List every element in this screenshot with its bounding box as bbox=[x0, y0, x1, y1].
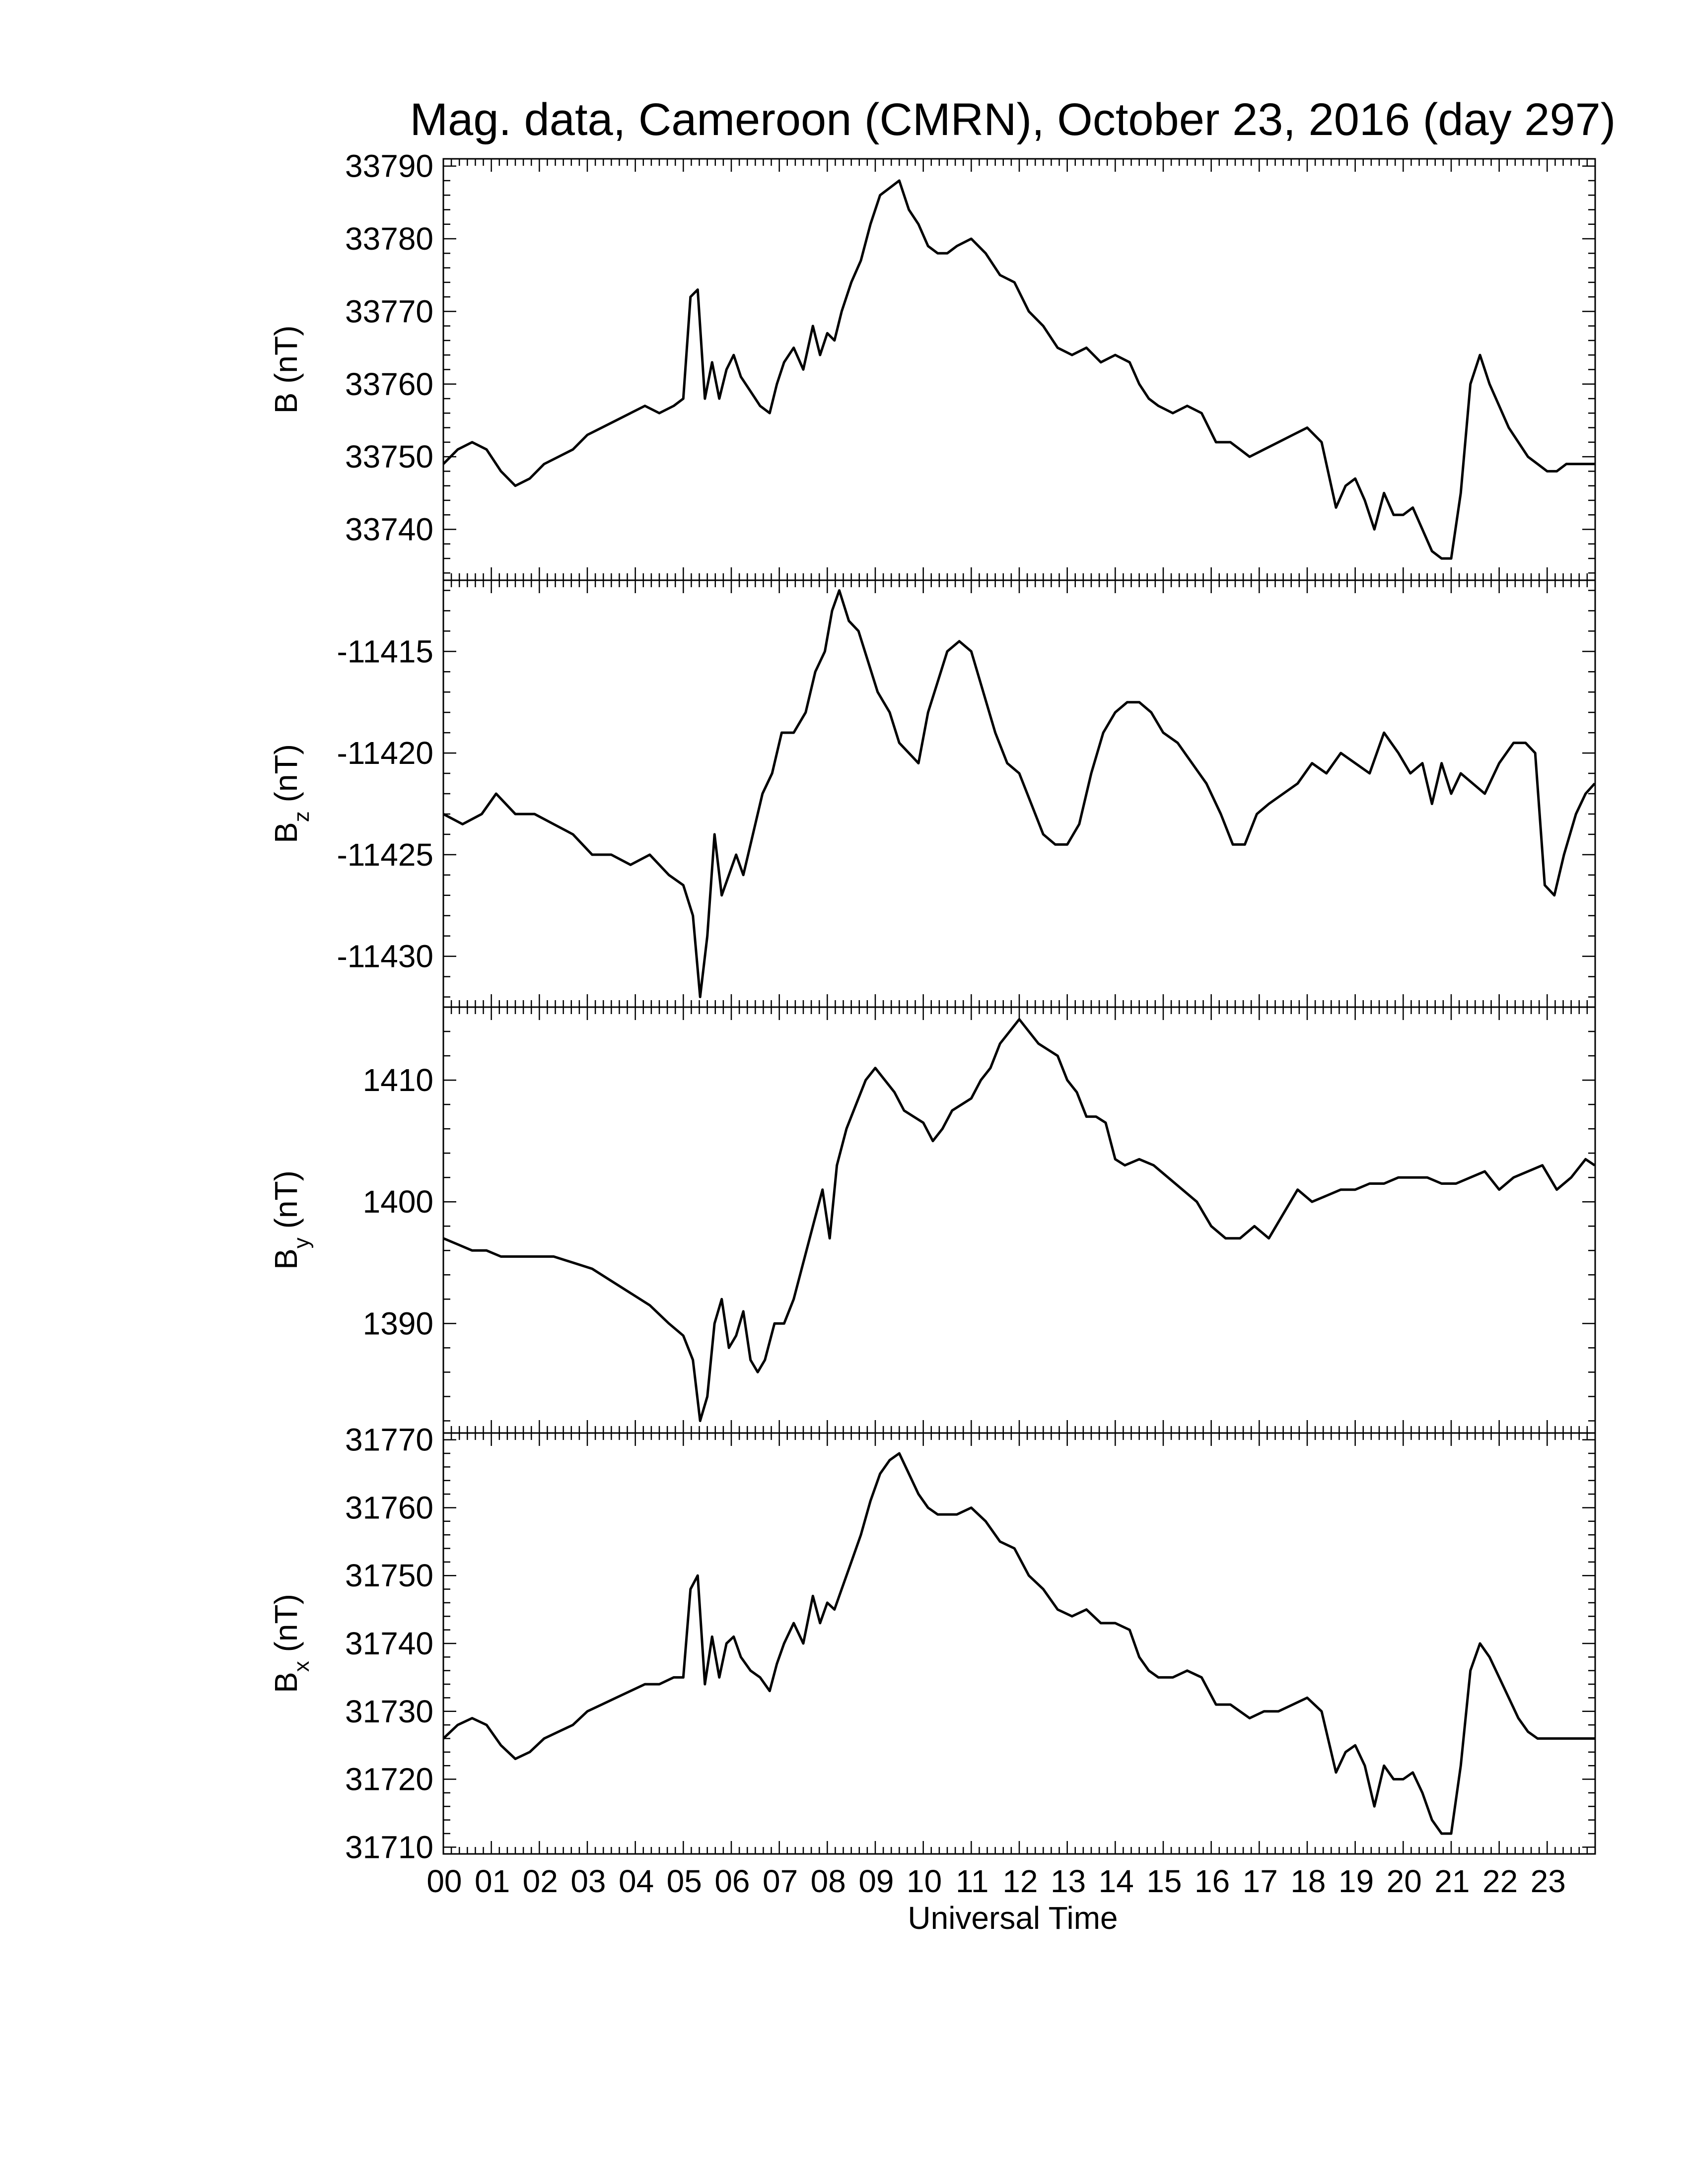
y-tick-label: 31730 bbox=[345, 1694, 433, 1729]
x-tick-label: 23 bbox=[1531, 1863, 1566, 1899]
y-axis-label: Bz (nT) bbox=[268, 744, 314, 843]
series-line bbox=[443, 1018, 1596, 1422]
panels-group: 33740 33750 33760 33770 33780 33790 B (nT) -114… bbox=[268, 148, 1596, 1865]
x-tick-label: 13 bbox=[1051, 1863, 1086, 1899]
y-tick-label: 33750 bbox=[345, 439, 433, 475]
x-tick-label: 18 bbox=[1290, 1863, 1326, 1899]
y-tick-label: 33790 bbox=[345, 148, 433, 184]
y-tick-label: -11425 bbox=[337, 837, 433, 873]
x-tick-label: 21 bbox=[1434, 1863, 1470, 1899]
panel-1: 33740 33750 33760 33770 33780 33790 B (nT) bbox=[268, 148, 1596, 581]
y-tick-label: 1410 bbox=[363, 1062, 433, 1098]
series-line bbox=[442, 179, 1595, 560]
x-tick-label: 01 bbox=[475, 1863, 510, 1899]
x-tick-label: 08 bbox=[811, 1863, 846, 1899]
y-tick-label: 33760 bbox=[345, 366, 433, 402]
x-tick-label: 10 bbox=[907, 1863, 942, 1899]
y-tick-label: 31750 bbox=[345, 1558, 433, 1593]
y-axis-label: B (nT) bbox=[268, 326, 304, 414]
y-tick-label: 33770 bbox=[345, 293, 433, 329]
x-tick-label: 07 bbox=[763, 1863, 798, 1899]
x-tick-label: 04 bbox=[619, 1863, 654, 1899]
y-tick-label: 33780 bbox=[345, 221, 433, 257]
x-tick-label: 09 bbox=[858, 1863, 894, 1899]
x-tick-label: 03 bbox=[570, 1863, 606, 1899]
series-line bbox=[442, 1452, 1595, 1835]
panel-frame bbox=[442, 158, 1596, 581]
y-axis-label: By (nT) bbox=[268, 1170, 314, 1270]
y-tick-label: 33740 bbox=[345, 512, 433, 547]
x-axis-title: Universal Time bbox=[908, 1900, 1118, 1936]
x-tick-label: 12 bbox=[1002, 1863, 1038, 1899]
x-tick-label: 05 bbox=[667, 1863, 702, 1899]
y-tick-label: -11415 bbox=[337, 633, 433, 669]
x-tick-label: 15 bbox=[1146, 1863, 1182, 1899]
x-tick-label: 17 bbox=[1243, 1863, 1278, 1899]
y-tick-label: 31760 bbox=[345, 1490, 433, 1525]
panel-3: 1390 1400 1410 By (nT) bbox=[268, 1006, 1596, 1434]
y-tick-label: 31770 bbox=[345, 1422, 433, 1458]
y-tick-label: 1390 bbox=[363, 1305, 433, 1341]
x-tick-label: 00 bbox=[426, 1863, 462, 1899]
series-line bbox=[442, 589, 1596, 998]
x-tick-label: 22 bbox=[1482, 1863, 1518, 1899]
panel-2: -11415 -11420 -11425 -11430 Bz (nT) bbox=[268, 579, 1596, 1008]
panel-frame bbox=[442, 1006, 1596, 1434]
y-tick-label: 31710 bbox=[345, 1829, 433, 1865]
chart-title: Mag. data, Cameroon (CMRN), October 23, … bbox=[410, 94, 1616, 145]
panel-4: 31710 31720 31730 31740 31750 31760 31770 Bx (n… bbox=[268, 1422, 1596, 1865]
y-axis-label: Bx (nT) bbox=[268, 1594, 314, 1693]
x-tick-label: 16 bbox=[1195, 1863, 1230, 1899]
x-tick-label: 11 bbox=[956, 1863, 988, 1899]
y-tick-label: 31740 bbox=[345, 1626, 433, 1661]
y-tick-label: 31720 bbox=[345, 1762, 433, 1797]
x-axis: 00 01 02 03 04 05 06 07 08 09 10 11 12 13 14 15 16 17 18 19… bbox=[426, 1863, 1566, 1899]
x-tick-label: 14 bbox=[1099, 1863, 1134, 1899]
x-tick-label: 06 bbox=[714, 1863, 750, 1899]
y-tick-label: -11420 bbox=[337, 735, 433, 771]
y-tick-label: 1400 bbox=[363, 1184, 433, 1220]
panel-frame bbox=[442, 579, 1596, 1008]
x-tick-label: 20 bbox=[1387, 1863, 1422, 1899]
x-tick-label: 02 bbox=[523, 1863, 558, 1899]
x-tick-label: 19 bbox=[1338, 1863, 1374, 1899]
y-tick-label: -11430 bbox=[337, 939, 433, 974]
